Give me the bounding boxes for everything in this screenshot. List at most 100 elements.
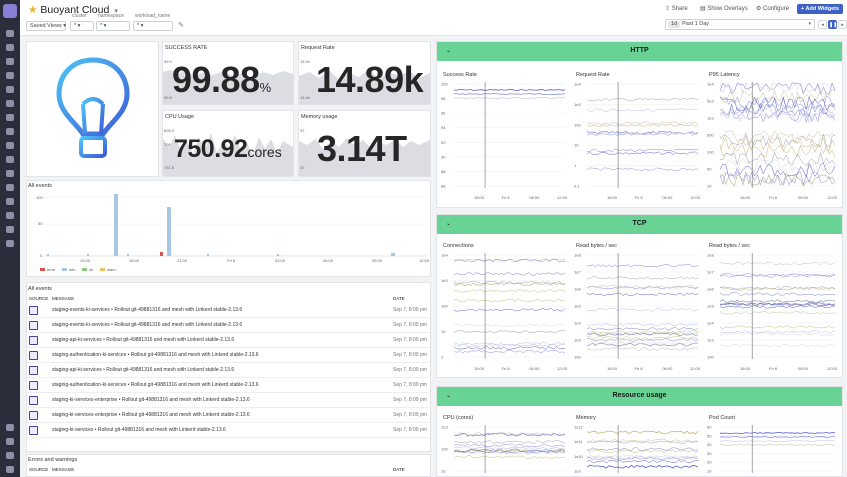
synthetics-icon[interactable] — [6, 240, 14, 247]
table-row[interactable]: staging-authentication-ki-services • Rol… — [27, 378, 429, 393]
timeseries-plot[interactable]: 1e3 100 10 — [440, 423, 569, 477]
collapse-chevron-icon[interactable]: ⌄ — [446, 393, 452, 399]
security-icon[interactable] — [6, 198, 14, 205]
timeseries-plot[interactable]: 60 50 40 30 20 10 — [706, 423, 839, 477]
series-line — [453, 446, 566, 450]
timeseries-plot[interactable]: 1e4 1e3 100 10 1 0.1 18:00 Fri 8 06:00 12:00 — [573, 80, 702, 202]
table-row[interactable]: staging-ki-services-enterprise • Rollout… — [27, 408, 429, 423]
timeseries-plot[interactable]: 1e4 1e3 100 10 1 18:00 Fri 8 06:00 12:00 — [440, 251, 569, 373]
events-icon[interactable] — [6, 58, 14, 65]
settings-icon[interactable] — [6, 452, 14, 459]
notebooks-icon[interactable] — [6, 156, 14, 163]
series-line — [453, 89, 566, 92]
timeseries-plot[interactable]: 1e8 1e7 1e6 1e5 1e4 1e3 100 18:00 Fri 8 06:00 12:0… — [573, 251, 702, 373]
time-back-icon[interactable]: ◂ — [818, 20, 827, 29]
collapse-chevron-icon[interactable]: ⌄ — [446, 48, 452, 54]
template-var-workload[interactable]: * ▾ — [133, 21, 173, 31]
column-header[interactable]: SOURCE — [29, 467, 49, 472]
column-header[interactable]: MESSAGE — [52, 467, 75, 472]
chart-title: Pod Count — [709, 415, 735, 421]
legend-item[interactable]: info — [62, 267, 75, 272]
table-row[interactable]: staging-ki-services-enterprise • Rollout… — [27, 393, 429, 408]
dashboards-icon[interactable] — [6, 72, 14, 79]
template-var-label: cluster — [72, 13, 87, 19]
http-group: ⌄ HTTP — [436, 41, 843, 208]
y-tick: 50 — [707, 167, 712, 172]
success-rate-value: 99.88% — [172, 59, 271, 101]
x-tick: 21:00 — [177, 258, 188, 263]
star-icon[interactable]: ★ — [28, 4, 38, 16]
kubernetes-source-icon — [29, 426, 38, 435]
show-overlays-button[interactable]: ▤ Show Overlays — [700, 6, 748, 12]
edit-icon[interactable]: ✎ — [178, 22, 184, 29]
network-icon[interactable] — [6, 184, 14, 191]
app-logo-icon[interactable] — [3, 4, 17, 18]
metrics-icon[interactable] — [6, 114, 14, 121]
group-header[interactable]: ⌄ TCP — [437, 215, 842, 234]
resource-usage-group: ⌄ Resource usage — [436, 386, 843, 477]
table-row[interactable]: staging-api-ki-services • Rollout git-49… — [27, 333, 429, 348]
timeseries-plot[interactable]: 1e8 1e7 1e6 1e5 1e4 1e3 100 18:00 Fri 8 06:00 12:0… — [706, 251, 839, 373]
x-tick: 12:00 — [827, 195, 838, 200]
column-header[interactable]: DATE — [393, 296, 405, 301]
all-events-chart-widget[interactable]: All events 100 50 0 15:00 18:00 21:00 Fr… — [26, 180, 431, 277]
pause-icon[interactable]: ❚❚ — [828, 20, 838, 29]
monitors-icon[interactable] — [6, 100, 14, 107]
help-chat-icon[interactable] — [6, 424, 14, 431]
table-row[interactable]: staging-ki-services • Rollout git-498813… — [27, 423, 429, 438]
watchdog-icon[interactable] — [6, 44, 14, 51]
configure-button[interactable]: ⚙ Configure — [756, 6, 790, 12]
chart-title: Connections — [443, 243, 474, 249]
group-header[interactable]: ⌄ HTTP — [437, 42, 842, 61]
series-line — [587, 307, 699, 312]
series-line — [719, 109, 836, 124]
table-row[interactable]: staging-authentication-ki-services • Rol… — [27, 348, 429, 363]
share-button[interactable]: ⇪ Share — [665, 6, 688, 12]
success-rate-widget[interactable]: SUCCESS RATE 99.9 99.8 99.88% — [162, 41, 294, 105]
x-tick: 18:00 — [129, 258, 140, 263]
integrations-icon[interactable] — [6, 128, 14, 135]
y-tick: 100 — [36, 195, 43, 200]
collapse-chevron-icon[interactable]: ⌄ — [446, 221, 452, 227]
request-rate-widget[interactable]: Request Rate 15.2k 14.6k 14.89k — [298, 41, 431, 105]
legend-item[interactable]: ok — [82, 267, 93, 272]
table-row[interactable]: staging-api-ki-services • Rollout git-49… — [27, 363, 429, 378]
cpu-usage-widget[interactable]: CPU Usage 805.2 700 731.5 750.92cores — [162, 110, 294, 177]
y-tick: 1e7 — [574, 270, 581, 275]
add-widgets-button[interactable]: + Add Widgets — [797, 4, 843, 14]
memory-usage-widget[interactable]: Memory usage 3T 3T 3.14T — [298, 110, 431, 177]
time-label: Past 1 Day — [682, 21, 710, 27]
search-icon[interactable] — [6, 30, 14, 37]
y-tick: 40 — [707, 442, 712, 447]
user-avatar-icon[interactable] — [6, 466, 14, 473]
ci-icon[interactable] — [6, 226, 14, 233]
saved-views-select[interactable]: Saved Views ▾ — [26, 21, 66, 31]
time-forward-icon[interactable]: ▸ — [838, 20, 847, 29]
timeseries-plot[interactable]: 1e12 1e11 1e10 1e9 — [573, 423, 702, 477]
legend-swatch — [100, 268, 105, 272]
apm-icon[interactable] — [6, 142, 14, 149]
column-header[interactable]: DATE — [393, 467, 405, 472]
legend-item[interactable]: error — [40, 267, 55, 272]
table-row[interactable]: staging-events-ki-services • Rollout git… — [27, 318, 429, 333]
template-var-namespace[interactable]: * ▾ — [96, 21, 130, 31]
table-row[interactable]: staging-events-ki-services • Rollout git… — [27, 303, 429, 318]
column-header[interactable]: MESSAGE — [52, 296, 75, 301]
group-header[interactable]: ⌄ Resource usage — [437, 387, 842, 406]
y-tick: 1e9 — [574, 469, 581, 474]
time-range-select[interactable]: 1d Past 1 Day ▾ — [665, 19, 815, 30]
timeseries-plot[interactable]: 100 98 96 94 92 90 88 86 18:00 Fri 8 06:00 12:00 — [440, 80, 569, 202]
legend-item[interactable]: warn — [100, 267, 116, 272]
logs-icon[interactable] — [6, 170, 14, 177]
ux-monitoring-icon[interactable] — [6, 212, 14, 219]
events-bars — [45, 194, 427, 257]
legend-swatch — [82, 268, 87, 272]
infrastructure-icon[interactable] — [6, 86, 14, 93]
help-icon[interactable] — [6, 438, 14, 445]
dashboard-title[interactable]: ★ Buoyant Cloud ▾ — [28, 4, 118, 16]
chevron-down-icon[interactable]: ▾ — [114, 8, 118, 15]
timeseries-plot[interactable]: 1e4 5e3 1e3 500 100 50 10 18:00 Fri 8 06:00 12:00 — [706, 80, 839, 202]
column-header[interactable]: SOURCE — [29, 296, 49, 301]
y-tick: 88 — [441, 169, 446, 174]
template-var-cluster[interactable]: * ▾ — [70, 21, 94, 31]
